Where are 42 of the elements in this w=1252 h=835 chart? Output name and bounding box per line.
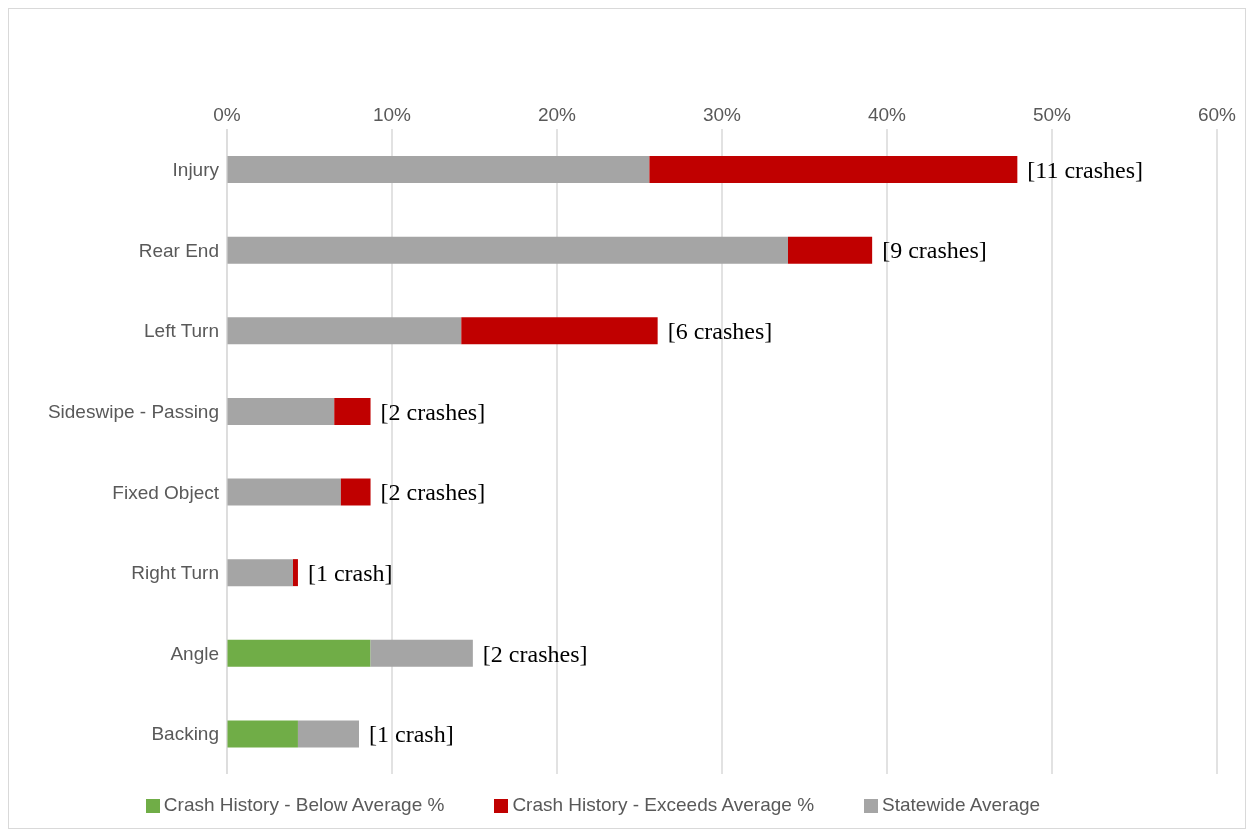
x-tick-label: 10% (372, 104, 412, 125)
bar (334, 397, 371, 425)
bar (227, 639, 371, 667)
y-tick-label: Left Turn (144, 320, 219, 342)
x-tick-label: 30% (702, 104, 742, 125)
bar (293, 559, 298, 587)
y-tick-label: Injury (172, 159, 220, 181)
bar (370, 639, 473, 667)
bar (227, 397, 335, 425)
annotation: [9 crashes] (882, 237, 987, 264)
x-tick-label: 60% (1197, 104, 1237, 125)
annotation: [2 crashes] (380, 398, 486, 425)
annotation: [1 crash] (307, 559, 393, 586)
y-tick-label: Rear End (138, 239, 219, 261)
y-tick-label: Right Turn (131, 562, 219, 584)
x-tick-label: 20% (537, 104, 577, 125)
y-tick-label: Sideswipe - Passing (47, 400, 219, 422)
x-tick-label: 40% (867, 104, 907, 125)
bar (649, 156, 1018, 183)
y-tick-label: Angle (170, 642, 219, 664)
bar (227, 478, 341, 506)
y-tick-label: Fixed Object (112, 481, 220, 503)
annotation: [6 crashes] (667, 318, 773, 345)
legend-label: Statewide Average (882, 794, 1041, 815)
x-tick-label: 50% (1032, 104, 1072, 125)
x-tick-label: 0% (213, 104, 241, 125)
bar (227, 317, 462, 345)
bar (788, 236, 873, 264)
legend-label: Crash History - Exceeds Average % (512, 794, 815, 815)
bar (461, 317, 658, 345)
bar (227, 156, 650, 183)
bar (227, 720, 298, 748)
legend-label: Crash History - Below Average % (163, 794, 445, 815)
bar (340, 478, 371, 506)
bar (227, 236, 788, 264)
annotation: [1 crash] (369, 721, 454, 748)
annotation: [2 crashes] (482, 640, 588, 667)
annotation: [2 crashes] (380, 479, 486, 506)
y-tick-label: Backing (151, 723, 219, 745)
bar (297, 720, 359, 748)
bar (227, 559, 293, 587)
annotation: [11 crashes] (1027, 156, 1144, 183)
